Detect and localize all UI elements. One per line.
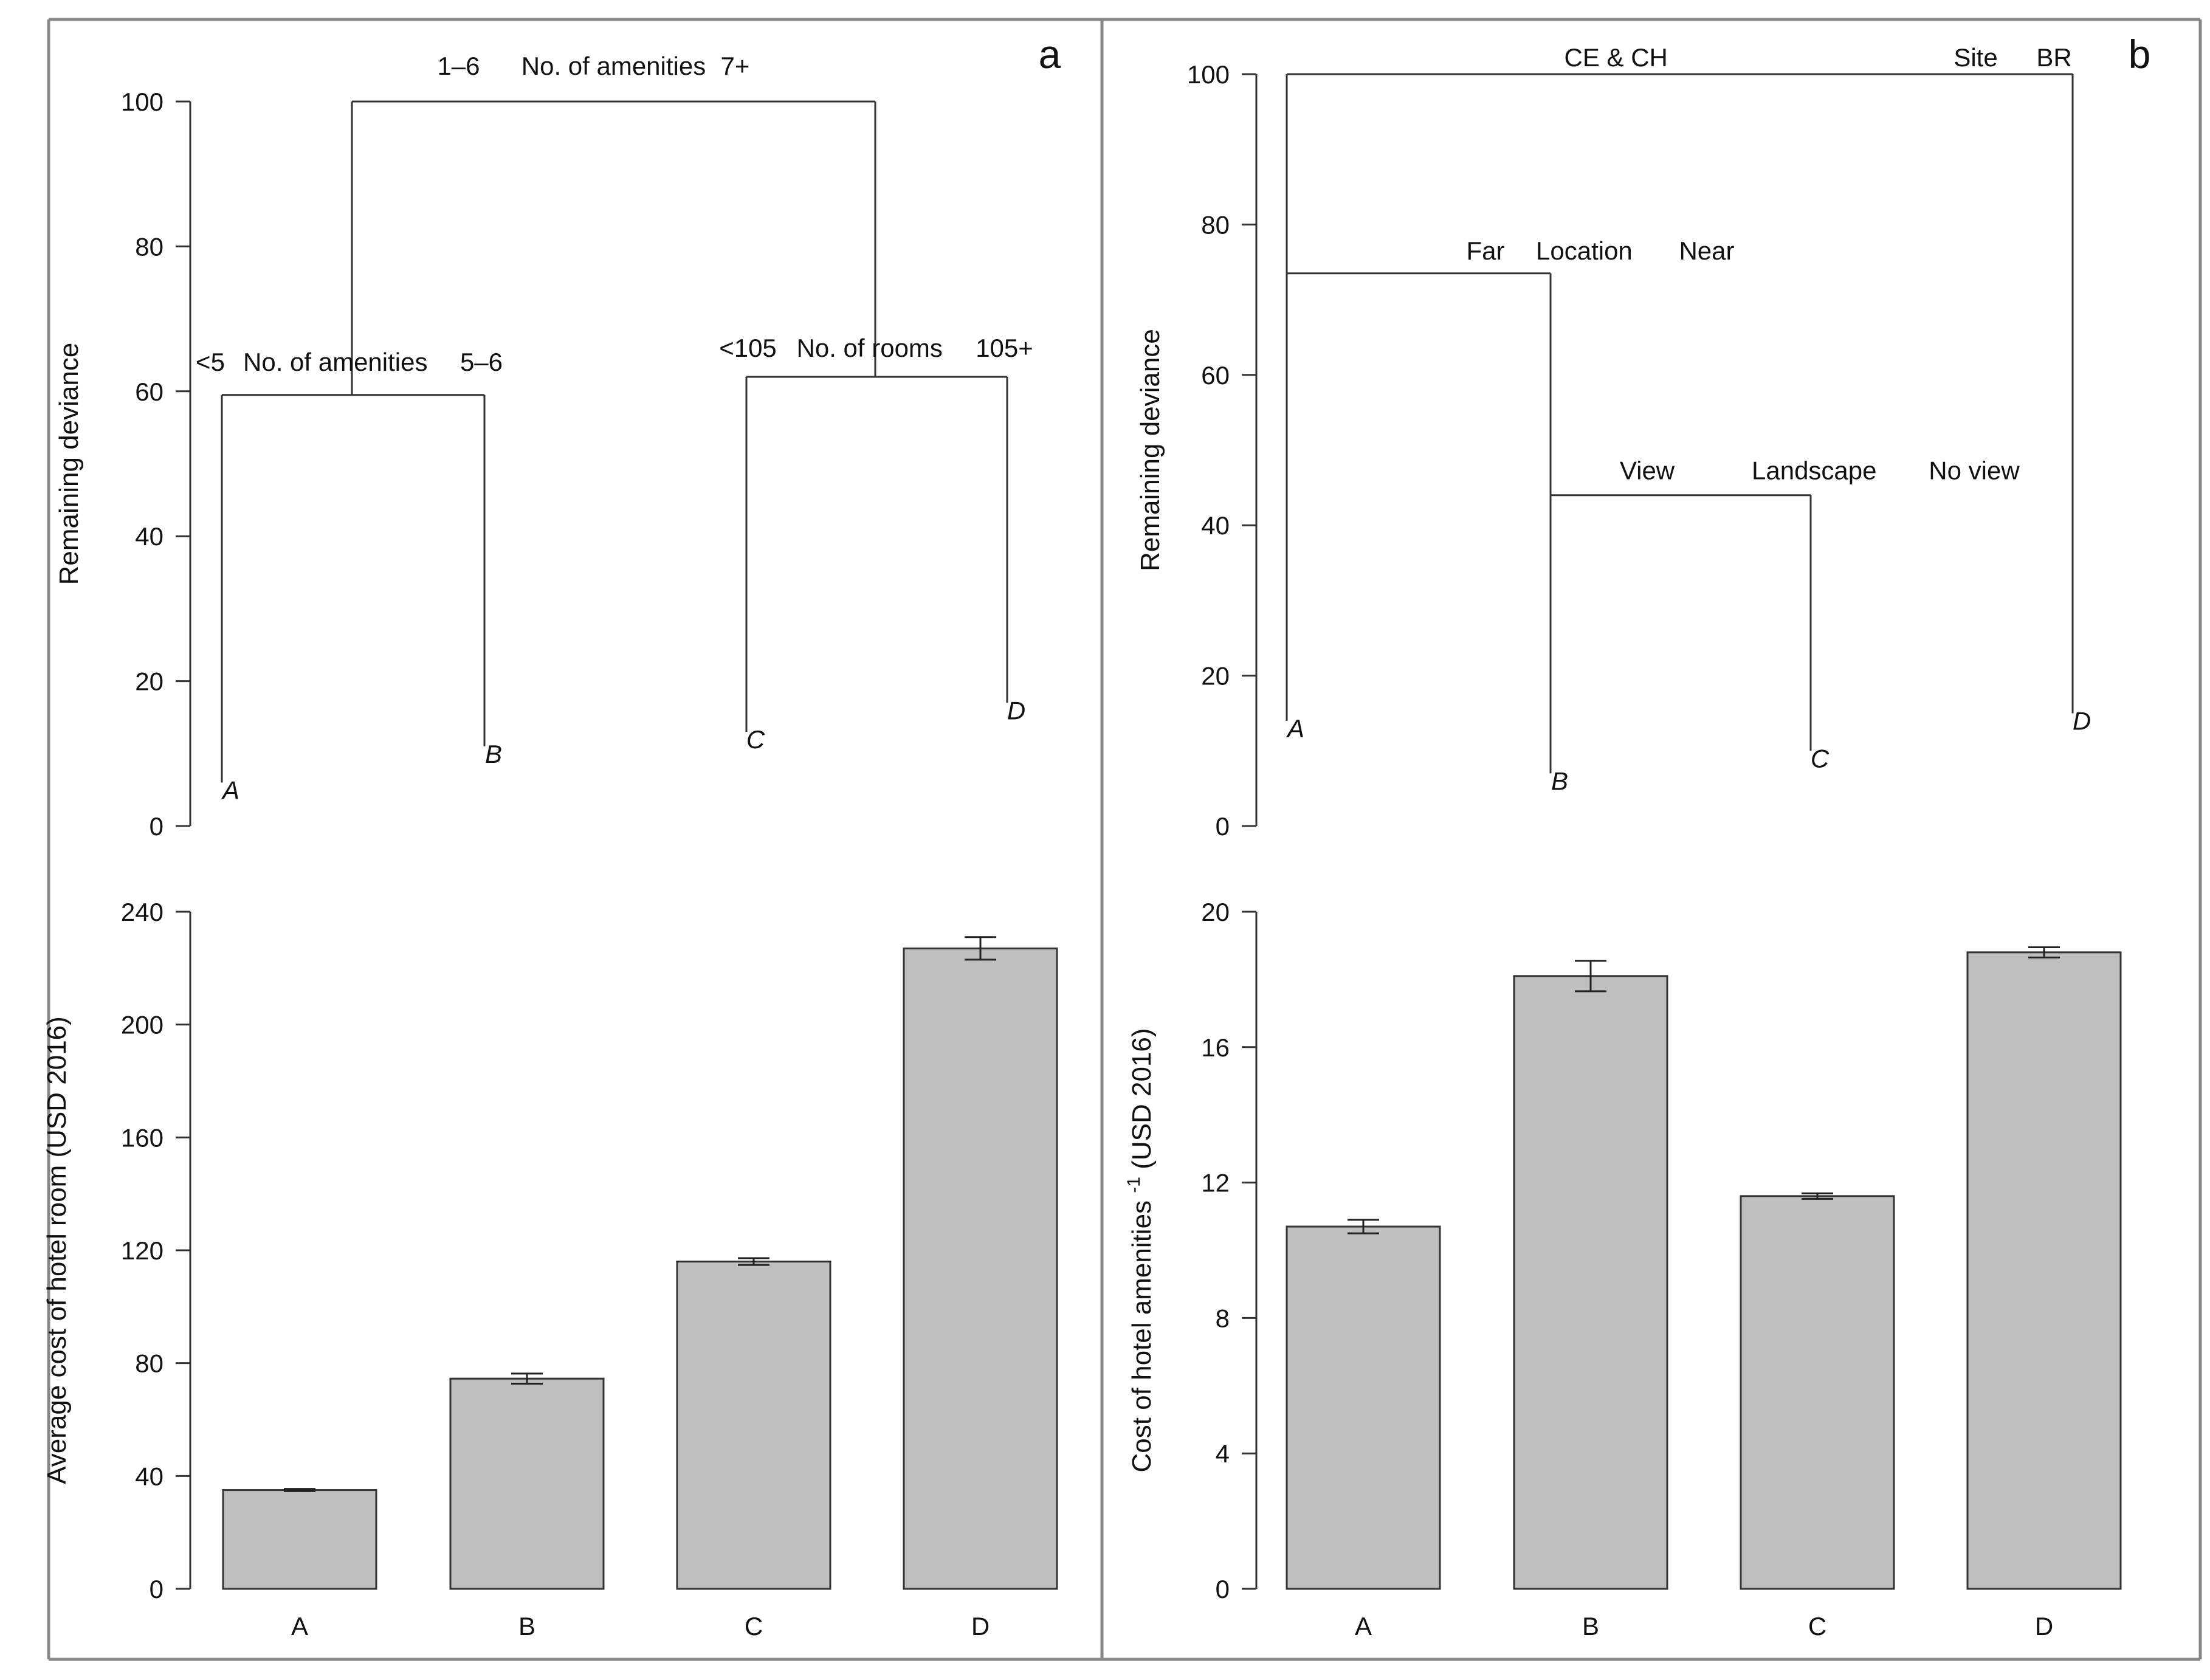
tree-b-leaf-C: C (1811, 744, 1830, 773)
tree-b-leaf-D: D (2073, 706, 2091, 735)
bars-a-y-tick-label-80: 80 (135, 1349, 164, 1378)
tree-b-y-tick-label-20: 20 (1201, 662, 1230, 690)
bars-b-category-label-C: C (1808, 1612, 1826, 1640)
tree-b-split-n2-2: No view (1929, 456, 2020, 485)
tree-b-split-n2-0: View (1620, 456, 1675, 485)
bars-a-y-tick-label-40: 40 (135, 1462, 164, 1490)
tree-b-split-n1-0: Far (1467, 236, 1505, 265)
tree-b-panel-label: b (2129, 32, 2151, 77)
bars-a-y-tick-label-120: 120 (121, 1236, 164, 1265)
bar-chart-a: 0 40 80 120 160 200 240 A B C D Average cost of hot… (42, 898, 1058, 1640)
bars-a-y-tick-label-200: 200 (121, 1011, 164, 1039)
tree-b-y-tick-label-0: 0 (1216, 812, 1230, 841)
bars-a-bar-D (903, 947, 1058, 1590)
tree-a-leaf-C: C (746, 725, 765, 754)
tree-a-split-n1-1: No. of amenities (243, 348, 427, 376)
tree-a-y-tick-label-0: 0 (150, 812, 164, 841)
bars-b-category-label-A: A (1355, 1612, 1372, 1640)
tree-a-leaf-B: B (485, 740, 502, 768)
tree-a-y-tick-label-60: 60 (135, 377, 164, 406)
tree-a-split-n1-0: <5 (196, 348, 225, 376)
tree-a-split-n2-1: No. of rooms (797, 334, 943, 362)
tree-b: 0 20 40 60 80 100 Remaining deviance b CE & CH Si… (1135, 32, 2150, 841)
bars-b-y-tick-label-8: 8 (1216, 1304, 1230, 1332)
bars-b-category-label-D: D (2035, 1612, 2053, 1640)
bars-a-y-tick-label-0: 0 (150, 1575, 164, 1603)
tree-a-y-tick-label-80: 80 (135, 232, 164, 261)
bars-b-ylabel-tail: (USD 2016) (1127, 1028, 1157, 1177)
tree-b-split-root-2: BR (2036, 43, 2071, 72)
bars-a-bar-C (676, 1261, 831, 1590)
tree-b-leaf-A: A (1286, 714, 1304, 743)
tree-a-leaf-A: A (221, 776, 239, 804)
tree-a-split-n1-2: 5–6 (460, 348, 503, 376)
bars-b-ylabel-main: Cost of hotel amenities (1127, 1193, 1157, 1473)
tree-b-y-tick-label-60: 60 (1201, 361, 1230, 390)
tree-a-split-root-0: 1–6 (437, 52, 480, 80)
bars-a-category-label-C: C (745, 1612, 763, 1640)
bars-a-y-tick-label-160: 160 (121, 1123, 164, 1152)
bars-b-bar-A (1286, 1225, 1441, 1590)
tree-a-y-tick-label-100: 100 (121, 88, 164, 116)
tree-b-split-n1-2: Near (1679, 236, 1734, 265)
bars-b-y-tick-label-16: 16 (1201, 1033, 1230, 1062)
bars-a-y-tick-label-240: 240 (121, 898, 164, 926)
tree-b-y-tick-label-100: 100 (1187, 60, 1230, 89)
tree-b-ylabel: Remaining deviance (1135, 329, 1165, 571)
bars-a-category-label-B: B (518, 1612, 535, 1640)
tree-a-leaf-D: D (1007, 696, 1025, 725)
bars-a-category-label-A: A (291, 1612, 308, 1640)
bars-b-ylabel-sup: -1 (1124, 1177, 1144, 1193)
tree-b-y-tick-label-40: 40 (1201, 511, 1230, 540)
bars-a-ylabel: Average cost of hotel room (USD 2016) (42, 1016, 72, 1484)
bars-b-category-label-B: B (1582, 1612, 1599, 1640)
tree-b-split-root-0: CE & CH (1565, 43, 1668, 72)
tree-a-y-tick-label-40: 40 (135, 522, 164, 551)
bars-b-bar-D (1966, 951, 2122, 1590)
tree-a-y-tick-label-20: 20 (135, 667, 164, 696)
bars-a-bar-A (222, 1489, 377, 1590)
bar-chart-b: 0 4 8 12 16 20 A B C D Cost of hotel amenities -1 … (1124, 898, 2122, 1640)
tree-a-split-n2-2: 105+ (976, 334, 1033, 362)
tree-a-panel-label: a (1039, 32, 1061, 77)
bars-b-y-tick-label-12: 12 (1201, 1169, 1230, 1197)
bars-b-y-tick-label-20: 20 (1201, 898, 1230, 926)
tree-b-y-tick-label-80: 80 (1201, 210, 1230, 239)
tree-a-split-root-1: No. of amenities (522, 52, 706, 80)
tree-b-split-n2-1: Landscape (1752, 456, 1877, 485)
bars-a-bar-B (449, 1377, 605, 1590)
bars-b-bar-B (1513, 975, 1668, 1590)
tree-b-split-n1-1: Location (1536, 236, 1633, 265)
tree-a: 0 20 40 60 80 100 Remaining deviance a 1–6 No. of… (54, 32, 1061, 841)
tree-a-split-root-2: 7+ (721, 52, 750, 80)
tree-a-ylabel: Remaining deviance (54, 343, 84, 585)
bars-b-ylabel: Cost of hotel amenities -1 (USD 2016) (1124, 1028, 1157, 1472)
bars-b-bar-C (1740, 1195, 1895, 1590)
tree-b-split-root-1: Site (1954, 43, 1997, 72)
tree-b-leaf-B: B (1551, 766, 1568, 795)
tree-a-split-n2-0: <105 (719, 334, 777, 362)
bars-b-y-tick-label-4: 4 (1216, 1439, 1230, 1468)
bars-b-y-tick-label-0: 0 (1216, 1575, 1230, 1603)
bars-a-category-label-D: D (971, 1612, 990, 1640)
